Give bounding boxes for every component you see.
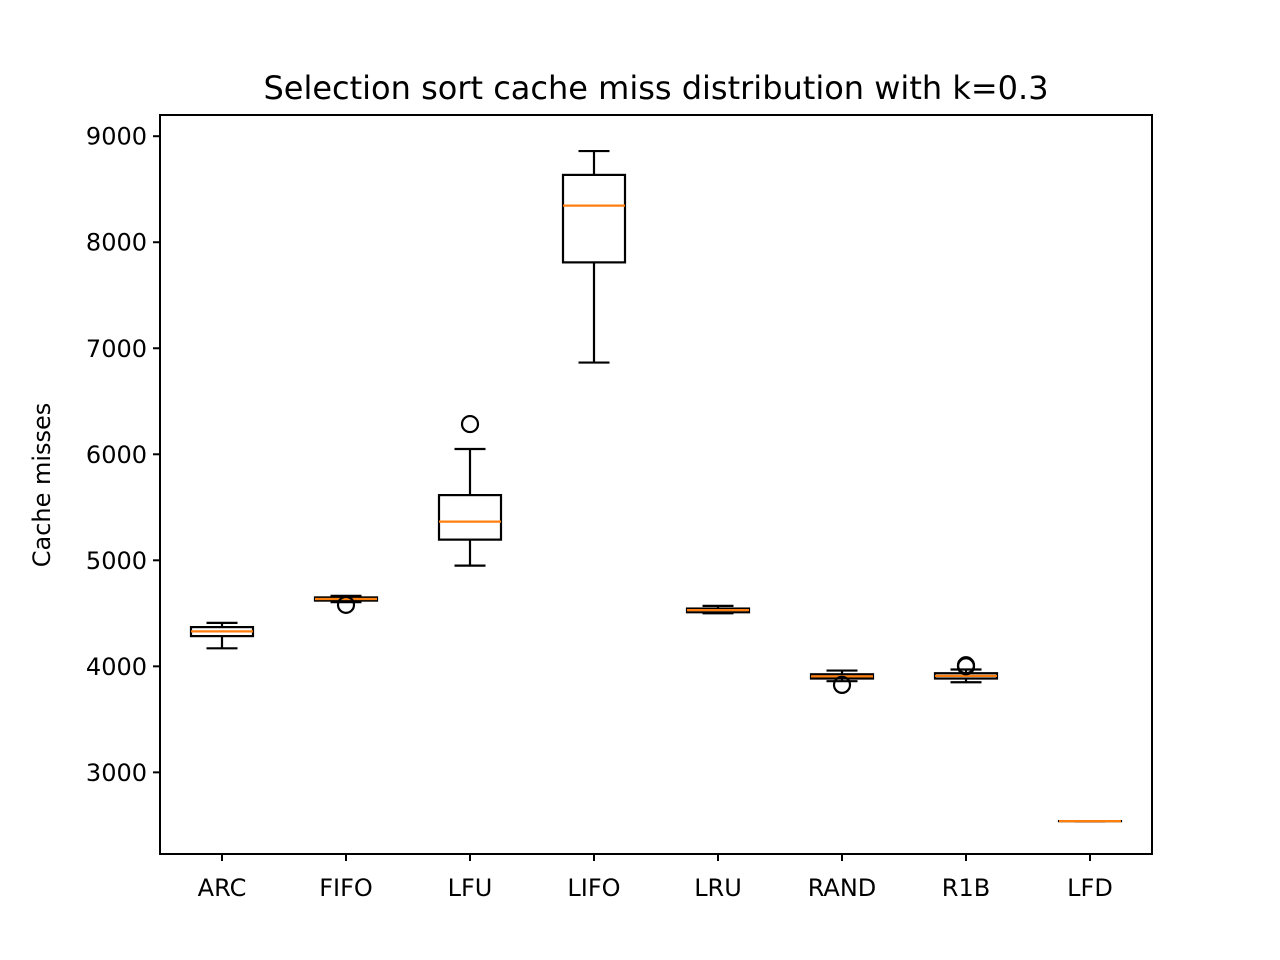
- x-tick-label: FIFO: [319, 874, 373, 902]
- outlier-point: [832, 675, 852, 694]
- y-tick-label: 5000: [86, 547, 147, 575]
- y-tick-label: 6000: [86, 441, 147, 469]
- chart-title: Selection sort cache miss distribution w…: [263, 69, 1048, 107]
- y-axis-label: Cache misses: [28, 403, 56, 568]
- iqr-box: [561, 173, 627, 264]
- x-tick-label: LFU: [448, 874, 493, 902]
- x-tick-label: LRU: [694, 874, 742, 902]
- y-tick-label: 8000: [86, 229, 147, 257]
- box-rand: [809, 669, 875, 694]
- outlier-point: [956, 656, 976, 675]
- box-lfu: [437, 414, 503, 567]
- outlier-point: [460, 414, 480, 434]
- iqr-box: [437, 494, 503, 541]
- axes-frame: [159, 114, 1153, 855]
- y-axis: 3000 4000 5000 6000 7000 8000 9000: [86, 123, 160, 787]
- x-tick-label: LFD: [1067, 874, 1113, 902]
- x-tick-label: RAND: [808, 874, 877, 902]
- box-fifo: [313, 594, 379, 614]
- y-tick-label: 4000: [86, 653, 147, 681]
- y-tick-label: 7000: [86, 335, 147, 363]
- x-axis: ARC FIFO LFU LIFO LRU RAND R1B LFD: [198, 854, 1113, 902]
- box-lifo: [561, 149, 627, 364]
- y-tick-label: 9000: [86, 123, 147, 151]
- x-tick-label: ARC: [198, 874, 247, 902]
- box-r1b: [933, 656, 999, 684]
- box-arc: [189, 621, 255, 650]
- outlier-point: [336, 595, 356, 614]
- plot-area: [189, 149, 1123, 823]
- y-tick-label: 3000: [86, 759, 147, 787]
- x-tick-label: LIFO: [567, 874, 620, 902]
- x-tick-label: R1B: [942, 874, 990, 902]
- box-lru: [685, 604, 751, 615]
